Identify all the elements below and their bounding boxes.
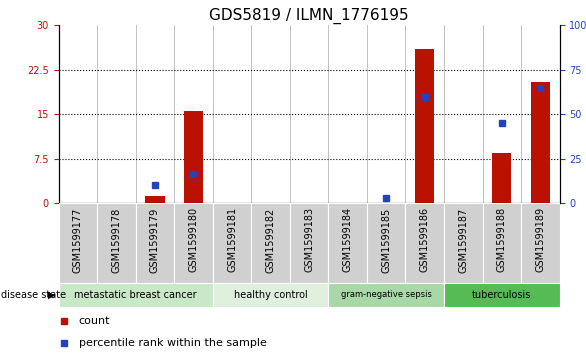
Bar <box>482 203 521 283</box>
Bar <box>444 203 482 283</box>
Bar <box>59 203 97 283</box>
Text: GSM1599187: GSM1599187 <box>458 207 468 273</box>
Title: GDS5819 / ILMN_1776195: GDS5819 / ILMN_1776195 <box>209 8 409 24</box>
Bar <box>444 283 560 307</box>
Bar <box>145 196 165 203</box>
Text: GSM1599177: GSM1599177 <box>73 207 83 273</box>
Text: GSM1599178: GSM1599178 <box>111 207 121 273</box>
Bar <box>415 49 434 203</box>
Text: GSM1599185: GSM1599185 <box>381 207 391 273</box>
Text: GSM1599180: GSM1599180 <box>189 207 199 272</box>
Bar <box>290 203 328 283</box>
Text: ▶: ▶ <box>48 290 56 300</box>
Text: GSM1599186: GSM1599186 <box>420 207 430 272</box>
Bar <box>213 283 328 307</box>
Bar <box>367 203 406 283</box>
Text: GSM1599179: GSM1599179 <box>150 207 160 273</box>
Text: gram-negative sepsis: gram-negative sepsis <box>341 290 432 299</box>
Bar <box>97 203 136 283</box>
Bar <box>531 82 550 203</box>
Text: GSM1599181: GSM1599181 <box>227 207 237 272</box>
Text: GSM1599184: GSM1599184 <box>343 207 353 272</box>
Text: count: count <box>79 316 110 326</box>
Text: GSM1599188: GSM1599188 <box>497 207 507 272</box>
Bar <box>328 203 367 283</box>
Bar <box>521 203 560 283</box>
Text: percentile rank within the sample: percentile rank within the sample <box>79 338 267 348</box>
Text: GSM1599183: GSM1599183 <box>304 207 314 272</box>
Text: GSM1599189: GSM1599189 <box>536 207 546 272</box>
Bar <box>136 203 174 283</box>
Bar <box>59 283 213 307</box>
Bar <box>406 203 444 283</box>
Text: tuberculosis: tuberculosis <box>472 290 532 300</box>
Bar <box>492 153 512 203</box>
Text: healthy control: healthy control <box>234 290 308 300</box>
Text: disease state: disease state <box>1 290 66 300</box>
Bar <box>174 203 213 283</box>
Bar <box>213 203 251 283</box>
Bar <box>251 203 290 283</box>
Bar <box>184 111 203 203</box>
Bar <box>328 283 444 307</box>
Text: GSM1599182: GSM1599182 <box>265 207 275 273</box>
Text: metastatic breast cancer: metastatic breast cancer <box>74 290 197 300</box>
